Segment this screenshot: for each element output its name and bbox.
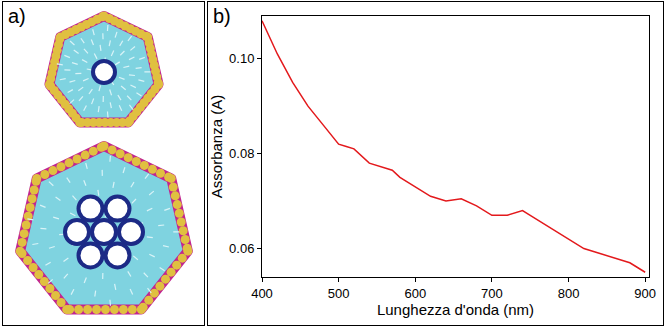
svg-text:600: 600 <box>404 286 426 301</box>
svg-text:Lunghezza d'onda (nm): Lunghezza d'onda (nm) <box>377 301 534 318</box>
svg-text:0.08: 0.08 <box>229 146 254 161</box>
svg-text:Assorbanza (A): Assorbanza (A) <box>208 95 225 198</box>
svg-text:0.10: 0.10 <box>229 51 254 66</box>
html-text:a): a) <box>8 5 26 27</box>
svg-text:0.06: 0.06 <box>229 241 254 256</box>
svg-text:800: 800 <box>558 286 580 301</box>
svg-text:500: 500 <box>328 286 350 301</box>
svg-text:900: 900 <box>634 286 656 301</box>
svg-text:400: 400 <box>251 286 273 301</box>
svg-text:700: 700 <box>481 286 503 301</box>
html-text:b): b) <box>213 5 231 27</box>
